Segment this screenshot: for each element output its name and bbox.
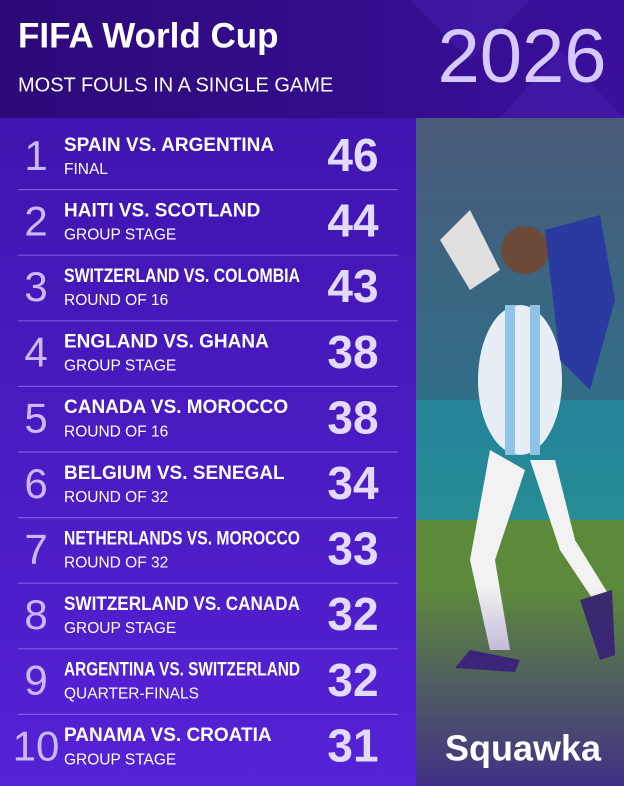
fouls: 46 (327, 129, 378, 181)
rank: 10 (13, 722, 60, 769)
fouls: 43 (327, 260, 378, 312)
photo (416, 118, 624, 786)
title: FIFA World Cup (18, 16, 279, 55)
subtitle: MOST FOULS IN A SINGLE GAME (18, 74, 333, 96)
rank: 2 (24, 197, 47, 244)
rank: 1 (24, 132, 47, 179)
stage: GROUP STAGE (64, 620, 176, 637)
stage: ROUND OF 16 (64, 423, 168, 440)
rank: 5 (24, 394, 47, 441)
fouls: 31 (327, 719, 378, 771)
stage: ROUND OF 16 (64, 292, 168, 309)
match-name: ARGENTINA VS. SWITZERLAND (64, 660, 300, 681)
match-name: SPAIN VS. ARGENTINA (64, 135, 274, 156)
rank: 9 (24, 657, 47, 704)
rank: 3 (24, 263, 47, 310)
fouls: 34 (327, 457, 379, 509)
fouls: 33 (327, 523, 378, 575)
rank: 6 (24, 460, 47, 507)
match-name: HAITI VS. SCOTLAND (64, 200, 260, 221)
fouls: 38 (327, 391, 378, 443)
fouls: 32 (327, 654, 378, 706)
stage: GROUP STAGE (64, 751, 176, 768)
rank: 4 (24, 329, 47, 376)
match-name: BELGIUM VS. SENEGAL (64, 463, 285, 484)
fouls: 44 (327, 195, 379, 247)
fouls: 38 (327, 326, 378, 378)
match-name: CANADA VS. MOROCCO (64, 397, 288, 418)
stage: GROUP STAGE (64, 226, 176, 243)
stage: QUARTER-FINALS (64, 686, 199, 703)
stage: FINAL (64, 161, 108, 178)
match-name: PANAMA VS. CROATIA (64, 725, 272, 746)
match-name: ENGLAND VS. GHANA (64, 332, 269, 353)
match-name: SWITZERLAND VS. CANADA (64, 594, 300, 615)
brand-logo: Squawka (445, 728, 602, 769)
stage: ROUND OF 32 (64, 489, 168, 506)
stage: ROUND OF 32 (64, 554, 168, 571)
header-pattern (410, 0, 624, 118)
match-name: SWITZERLAND VS. COLOMBIA (64, 266, 300, 287)
rank: 8 (24, 591, 47, 638)
fouls: 32 (327, 588, 378, 640)
year: 2026 (437, 14, 606, 99)
match-name: NETHERLANDS VS. MOROCCO (64, 528, 300, 549)
stage: GROUP STAGE (64, 358, 176, 375)
rank: 7 (24, 525, 47, 572)
